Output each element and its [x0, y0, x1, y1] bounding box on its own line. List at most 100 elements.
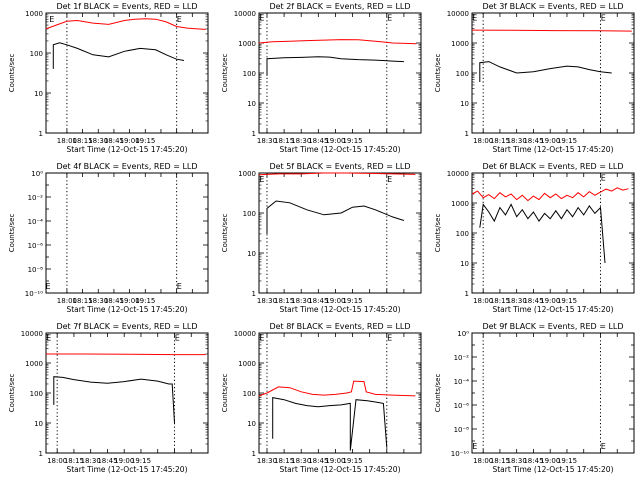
lld-series-line: [46, 353, 206, 356]
events-series-line: [52, 42, 185, 69]
y-tick-label: 1000: [238, 170, 256, 178]
det-8f-chart: Det 8f BLACK = Events, RED = LLD 1 10 100 10…: [221, 322, 422, 474]
y-axis-label: Counts/sec: [434, 54, 442, 93]
x-tick-label: 18:15: [490, 137, 510, 145]
x-tick-label: 19:15: [342, 297, 362, 305]
y-tick-label: 100: [456, 230, 469, 238]
y-tick-label: 10⁰: [457, 330, 469, 338]
x-tick-label: 19:15: [557, 137, 577, 145]
y-axis-label: Counts/sec: [221, 214, 229, 253]
plot-frame: [258, 332, 422, 454]
lld-series-line: [471, 187, 629, 202]
x-tick-label: 18:45: [523, 457, 543, 465]
x-tick-label: 19:15: [557, 457, 577, 465]
e-marker: E: [259, 334, 264, 343]
x-tick-label: 18:45: [104, 137, 124, 145]
events-series-line: [479, 61, 612, 82]
x-tick-label: 18:15: [274, 297, 294, 305]
x-tick-label: 19:00: [325, 457, 345, 465]
x-tick-label: 18:00: [473, 137, 493, 145]
events-series-line: [53, 376, 175, 424]
x-tick-label: 19:00: [540, 297, 560, 305]
events-series-line: [479, 203, 606, 264]
x-tick-label: 19:00: [540, 457, 560, 465]
plot-frame: [258, 172, 422, 294]
x-tick-label: 19:00: [540, 137, 560, 145]
x-axis-label: Start Time (12-Oct-15 17:45:20): [279, 465, 400, 474]
y-tick-label: 10: [460, 100, 469, 108]
y-tick-label: 1: [39, 130, 43, 138]
events-series-line: [266, 56, 404, 76]
y-tick-label: 1000: [25, 360, 43, 368]
plot-frame: [258, 12, 422, 134]
x-tick-label: 18:30: [81, 457, 101, 465]
x-tick-label: 19:00: [325, 297, 345, 305]
e-marker: E: [259, 14, 264, 23]
x-tick-label: 18:45: [104, 297, 124, 305]
y-tick-label: 100: [243, 390, 256, 398]
y-axis-label: Counts/sec: [8, 54, 16, 93]
x-tick-label: 18:00: [473, 297, 493, 305]
y-axis-label: Counts/sec: [221, 374, 229, 413]
det-6f-chart: Det 6f BLACK = Events, RED = LLD 1 10 100 10…: [434, 162, 635, 314]
x-tick-label: 18:15: [490, 297, 510, 305]
y-tick-label: 1: [252, 130, 256, 138]
y-tick-label: 10000: [234, 10, 256, 18]
y-tick-label: 10⁻⁶: [28, 242, 44, 250]
y-tick-label: 10⁻⁴: [28, 218, 44, 226]
det-5f-chart: Det 5f BLACK = Events, RED = LLD 1 10 100 10…: [221, 162, 422, 314]
x-tick-label: 18:30: [257, 297, 277, 305]
x-tick-label: 18:15: [274, 457, 294, 465]
x-axis-label: Start Time (12-Oct-15 17:45:20): [279, 145, 400, 154]
events-series-line: [266, 200, 405, 234]
e-marker: E: [49, 15, 54, 24]
det-1f-chart: Det 1f BLACK = Events, RED = LLD 1 10 100 10…: [8, 2, 209, 154]
e-marker: E: [175, 334, 180, 343]
y-tick-label: 100: [30, 390, 43, 398]
e-marker: E: [177, 15, 182, 24]
plot-frame: [471, 172, 635, 294]
x-tick-label: 18:45: [308, 297, 328, 305]
x-tick-label: 18:15: [64, 457, 84, 465]
x-tick-label: 18:15: [72, 297, 92, 305]
e-marker: E: [472, 14, 477, 23]
x-tick-label: 18:30: [291, 457, 311, 465]
y-tick-label: 10⁻²: [28, 194, 44, 202]
x-tick-label: 19:15: [342, 137, 362, 145]
chart-title: Det 1f BLACK = Events, RED = LLD: [56, 2, 197, 11]
y-axis-label: Counts/sec: [8, 214, 16, 253]
x-tick-label: 18:15: [72, 137, 92, 145]
e-marker: E: [472, 442, 477, 451]
lld-series-line: [45, 18, 206, 30]
x-tick-label: 18:30: [88, 297, 108, 305]
y-tick-label: 10000: [234, 330, 256, 338]
y-tick-label: 1000: [238, 40, 256, 48]
x-tick-label: 18:00: [47, 457, 67, 465]
y-tick-label: 10⁻¹⁰: [25, 290, 43, 298]
x-tick-label: 18:00: [473, 457, 493, 465]
lld-series-line: [471, 29, 632, 32]
e-marker: E: [46, 334, 51, 343]
e-marker: E: [601, 442, 606, 451]
x-tick-label: 18:15: [490, 457, 510, 465]
lld-series-line: [258, 380, 416, 397]
x-axis-label: Start Time (12-Oct-15 17:45:20): [492, 145, 613, 154]
y-tick-label: 1: [252, 290, 256, 298]
x-axis-label: Start Time (12-Oct-15 17:45:20): [66, 145, 187, 154]
chart-title: Det 4f BLACK = Events, RED = LLD: [56, 162, 197, 171]
y-tick-label: 10000: [447, 10, 469, 18]
y-tick-label: 10⁻¹⁰: [451, 450, 469, 458]
y-tick-label: 1: [252, 450, 256, 458]
x-tick-label: 18:30: [88, 137, 108, 145]
y-tick-label: 1000: [451, 40, 469, 48]
chart-title: Det 5f BLACK = Events, RED = LLD: [269, 162, 410, 171]
plot-frame: [45, 12, 209, 134]
plot-frame: [471, 332, 635, 454]
chart-title: Det 2f BLACK = Events, RED = LLD: [269, 2, 410, 11]
y-tick-label: 100: [243, 210, 256, 218]
det-9f-chart: Det 9f BLACK = Events, RED = LLD 10⁻¹⁰ 10⁻…: [434, 322, 635, 474]
e-marker: E: [387, 14, 392, 23]
det-7f-chart: Det 7f BLACK = Events, RED = LLD 1 10 100 10…: [8, 322, 209, 474]
x-tick-label: 19:15: [131, 457, 151, 465]
